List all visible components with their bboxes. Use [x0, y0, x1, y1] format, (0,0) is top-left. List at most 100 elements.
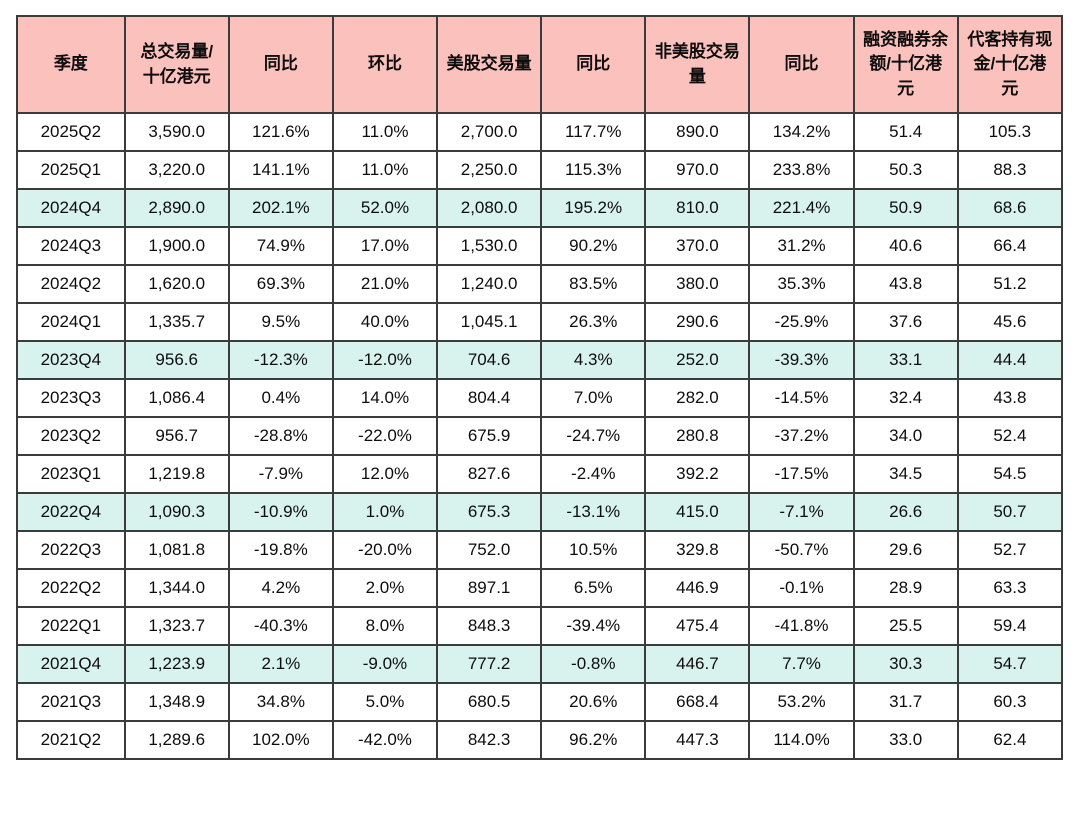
value-cell: 17.0%: [331, 226, 439, 266]
value-cell: 804.4: [436, 378, 543, 418]
value-cell: 1,530.0: [436, 226, 543, 266]
value-cell: 777.2: [436, 644, 543, 684]
value-cell: 102.0%: [227, 720, 334, 760]
table-row: 2022Q3 1,081.8 -19.8% -20.0% 752.0 10.5% 329.8…: [16, 530, 1064, 570]
value-cell: 1.0%: [331, 492, 439, 532]
value-cell: 675.3: [436, 492, 543, 532]
table-row: 2024Q1 1,335.7 9.5% 40.0% 1,045.1 26.3% 290.6-…: [16, 302, 1064, 342]
value-cell: 11.0%: [331, 150, 439, 190]
value-cell: -12.0%: [331, 340, 439, 380]
value-cell: 221.4%: [748, 188, 855, 228]
value-cell: 88.3: [956, 150, 1064, 190]
value-cell: 1,323.7: [123, 606, 230, 646]
quarter-cell: 2024Q4: [16, 188, 126, 228]
value-cell: 370.0: [644, 226, 751, 266]
value-cell: 40.0%: [331, 302, 439, 342]
value-cell: 50.3: [852, 150, 959, 190]
table-row: 2024Q2 1,620.0 69.3% 21.0% 1,240.0 83.5% 380.0…: [16, 264, 1064, 304]
table-row: 2021Q2 1,289.6 102.0% -42.0% 842.3 96.2% 447.3…: [16, 720, 1064, 760]
value-cell: 66.4: [956, 226, 1064, 266]
value-cell: 1,289.6: [123, 720, 230, 760]
value-cell: 4.2%: [227, 568, 334, 608]
value-cell: -42.0%: [331, 720, 439, 760]
value-cell: 43.8: [956, 378, 1064, 418]
value-cell: 8.0%: [331, 606, 439, 646]
value-cell: 1,900.0: [123, 226, 230, 266]
table-row: 2022Q1 1,323.7 -40.3% 8.0% 848.3 -39.4% 475.4-…: [16, 606, 1064, 646]
value-cell: 956.7: [123, 416, 230, 456]
value-cell: 60.3: [956, 682, 1064, 722]
value-cell: 1,223.9: [123, 644, 230, 684]
value-cell: 31.7: [852, 682, 959, 722]
quarter-cell: 2023Q1: [16, 454, 126, 494]
value-cell: 9.5%: [227, 302, 334, 342]
value-cell: 282.0: [644, 378, 751, 418]
value-cell: 1,081.8: [123, 530, 230, 570]
value-cell: 34.5: [852, 454, 959, 494]
value-cell: 52.7: [956, 530, 1064, 570]
value-cell: 50.7: [956, 492, 1064, 532]
value-cell: 970.0: [644, 150, 751, 190]
quarter-cell: 2022Q2: [16, 568, 126, 608]
value-cell: 3,220.0: [123, 150, 230, 190]
table-row: 2021Q4 1,223.9 2.1% -9.0% 777.2 -0.8% 446.7 7.7…: [16, 644, 1064, 684]
table-row: 2022Q2 1,344.0 4.2% 2.0% 897.1 6.5% 446.9 -0.1%…: [16, 568, 1064, 608]
value-cell: 83.5%: [540, 264, 647, 304]
value-cell: 69.3%: [227, 264, 334, 304]
value-cell: 52.4: [956, 416, 1064, 456]
column-header: 同比: [227, 15, 334, 114]
column-header: 总交易量/十亿港元: [123, 15, 230, 114]
table-row: 2024Q3 1,900.0 74.9% 17.0% 1,530.0 90.2% 370.0…: [16, 226, 1064, 266]
value-cell: 141.1%: [227, 150, 334, 190]
value-cell: 392.2: [644, 454, 751, 494]
value-cell: 446.9: [644, 568, 751, 608]
value-cell: -2.4%: [540, 454, 647, 494]
value-cell: 475.4: [644, 606, 751, 646]
quarter-cell: 2021Q4: [16, 644, 126, 684]
column-header: 同比: [748, 15, 855, 114]
value-cell: 114.0%: [748, 720, 855, 760]
value-cell: -24.7%: [540, 416, 647, 456]
column-header: 非美股交易量: [644, 15, 751, 114]
value-cell: 12.0%: [331, 454, 439, 494]
value-cell: 25.5: [852, 606, 959, 646]
value-cell: 63.3: [956, 568, 1064, 608]
value-cell: 842.3: [436, 720, 543, 760]
value-cell: 848.3: [436, 606, 543, 646]
value-cell: 21.0%: [331, 264, 439, 304]
quarter-cell: 2024Q1: [16, 302, 126, 342]
value-cell: 74.9%: [227, 226, 334, 266]
value-cell: 90.2%: [540, 226, 647, 266]
quarter-cell: 2023Q3: [16, 378, 126, 418]
quarter-cell: 2025Q1: [16, 150, 126, 190]
value-cell: 752.0: [436, 530, 543, 570]
value-cell: -0.8%: [540, 644, 647, 684]
value-cell: -12.3%: [227, 340, 334, 380]
value-cell: -10.9%: [227, 492, 334, 532]
value-cell: -7.9%: [227, 454, 334, 494]
value-cell: 115.3%: [540, 150, 647, 190]
value-cell: 59.4: [956, 606, 1064, 646]
quarter-cell: 2023Q4: [16, 340, 126, 380]
value-cell: -17.5%: [748, 454, 855, 494]
value-cell: 7.7%: [748, 644, 855, 684]
value-cell: 54.5: [956, 454, 1064, 494]
value-cell: 668.4: [644, 682, 751, 722]
value-cell: 1,045.1: [436, 302, 543, 342]
column-header: 美股交易量: [436, 15, 543, 114]
table-row: 2025Q2 3,590.0 121.6% 11.0% 2,700.0 117.7% 890…: [16, 112, 1064, 152]
value-cell: 202.1%: [227, 188, 334, 228]
value-cell: 675.9: [436, 416, 543, 456]
table-row: 2023Q1 1,219.8 -7.9% 12.0% 827.6 -2.4% 392.2 -1…: [16, 454, 1064, 494]
value-cell: 2,080.0: [436, 188, 543, 228]
value-cell: 3,590.0: [123, 112, 230, 152]
value-cell: 10.5%: [540, 530, 647, 570]
column-header: 环比: [331, 15, 439, 114]
column-header: 季度: [16, 15, 126, 114]
value-cell: 7.0%: [540, 378, 647, 418]
value-cell: 54.7: [956, 644, 1064, 684]
value-cell: 34.0: [852, 416, 959, 456]
value-cell: 11.0%: [331, 112, 439, 152]
value-cell: 680.5: [436, 682, 543, 722]
value-cell: -28.8%: [227, 416, 334, 456]
